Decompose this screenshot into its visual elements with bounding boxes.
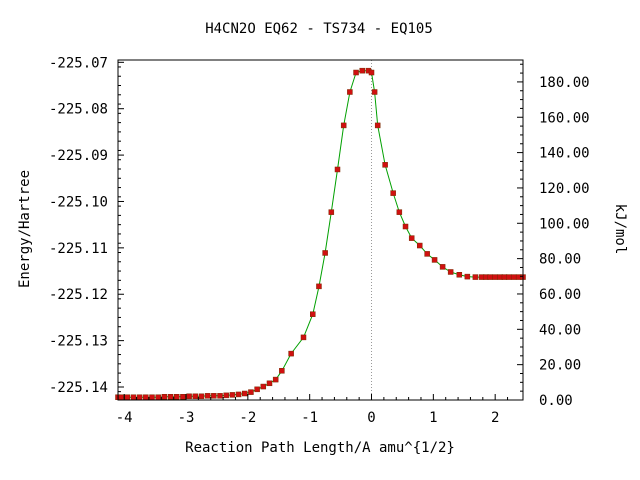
y-tick-label: -225.09: [49, 148, 108, 164]
y2-tick-label: 40.00: [539, 322, 581, 338]
series-line: [118, 70, 523, 398]
data-point: [173, 394, 180, 400]
y-tick-label: -225.13: [49, 334, 108, 350]
data-point: [130, 394, 137, 400]
x-tick-label: -3: [178, 410, 195, 426]
data-point: [217, 393, 223, 399]
data-point: [180, 394, 186, 400]
data-point: [487, 274, 493, 280]
data-point: [229, 392, 236, 398]
y2-tick-label: 120.00: [539, 181, 590, 197]
data-point: [447, 269, 454, 275]
data-point: [211, 393, 217, 399]
data-point: [340, 122, 347, 129]
data-point: [124, 394, 131, 400]
data-point: [279, 368, 285, 374]
data-point: [439, 264, 446, 270]
x-tick-label: -1: [301, 410, 318, 426]
x-axis-label: Reaction Path Length/A amu^{1/2}: [185, 440, 455, 456]
data-point: [161, 394, 168, 400]
y-tick-label: -225.08: [49, 102, 108, 118]
y2-tick-label: 140.00: [539, 146, 590, 162]
data-point: [510, 274, 517, 280]
data-point: [300, 334, 307, 341]
x-tick-label: 1: [429, 410, 437, 426]
data-point: [390, 190, 396, 196]
x-tick-label: 0: [367, 410, 375, 426]
data-point: [155, 394, 161, 400]
axis-ticks-layer: -4 -3 -2 -1 0 1 2 -225.07 -225.08 -225.09 -225.10 -…: [49, 55, 590, 426]
y2-tick-label: 160.00: [539, 110, 590, 126]
data-point: [167, 394, 174, 400]
x-tick-label: 2: [491, 410, 499, 426]
data-point: [272, 376, 279, 383]
data-point: [260, 383, 267, 390]
data-point: [143, 394, 149, 400]
data-point: [288, 350, 294, 357]
data-point: [186, 393, 192, 400]
plot-frame: [117, 59, 524, 401]
data-point: [353, 69, 359, 76]
y-axis-label: Energy/Hartree: [17, 170, 33, 288]
data-point: [334, 166, 341, 173]
x-tick-label: -4: [116, 410, 133, 426]
data-point: [472, 274, 479, 280]
y-tick-label: -225.14: [49, 380, 108, 396]
data-point: [242, 390, 248, 397]
chart-title: H4CN2O EQ62 - TS734 - EQ105: [205, 21, 433, 37]
data-point: [192, 393, 199, 400]
data-point: [382, 162, 388, 168]
data-point: [416, 242, 423, 249]
data-point: [136, 394, 143, 400]
data-point: [266, 380, 273, 387]
data-point: [347, 89, 353, 95]
data-point: [396, 209, 403, 215]
data-point: [310, 311, 316, 317]
y2-tick-label: 20.00: [539, 358, 581, 374]
data-point: [118, 394, 124, 400]
y-tick-label: -225.12: [49, 287, 108, 303]
data-point: [328, 209, 335, 215]
data-point: [235, 391, 242, 398]
data-point-layer: [115, 67, 526, 400]
data-point: [371, 89, 378, 95]
data-point: [248, 389, 254, 395]
data-point: [402, 223, 409, 230]
y2-tick-label: 60.00: [539, 287, 581, 303]
energy-curve-layer: [118, 60, 523, 400]
data-point: [359, 67, 365, 74]
data-point: [506, 274, 512, 280]
y2-tick-label: 80.00: [539, 252, 581, 268]
y2-tick-label: 100.00: [539, 216, 590, 232]
y-tick-label: -225.10: [49, 194, 108, 210]
data-point: [149, 394, 155, 400]
data-point: [204, 393, 211, 399]
data-point: [464, 273, 471, 280]
data-point: [198, 393, 205, 400]
y2-tick-label: 180.00: [539, 75, 590, 91]
data-point: [322, 250, 328, 256]
y-tick-label: -225.07: [49, 55, 108, 71]
data-point: [456, 272, 463, 278]
data-point: [368, 69, 375, 76]
data-point: [223, 392, 229, 399]
data-point: [424, 251, 430, 257]
data-point: [431, 257, 438, 263]
y2-tick-label: 0.00: [539, 393, 573, 409]
data-point: [316, 283, 322, 290]
data-point: [374, 122, 381, 129]
y2-axis-label: kJ/mol: [612, 204, 628, 255]
data-point: [254, 386, 260, 393]
y-tick-label: -225.11: [49, 241, 108, 257]
x-tick-label: -2: [239, 410, 256, 426]
data-point: [492, 274, 498, 280]
data-point: [408, 235, 415, 241]
